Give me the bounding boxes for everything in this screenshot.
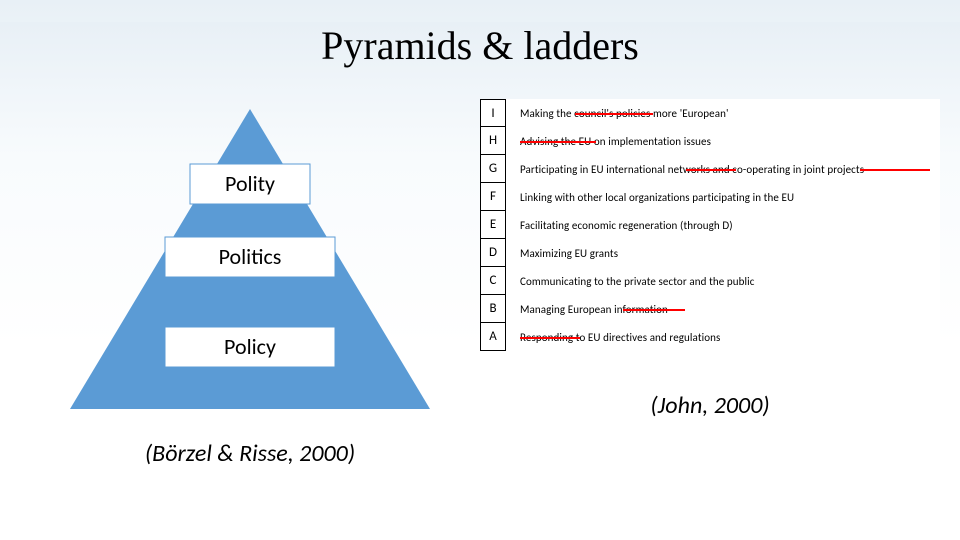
ladder-row: I Making the council's policies more 'Eur… — [480, 99, 940, 127]
red-underline — [520, 337, 580, 339]
ladder-citation: (John, 2000) — [650, 391, 769, 420]
red-underline — [520, 141, 596, 143]
ladder-letter: E — [480, 211, 506, 239]
ladder-table: I Making the council's policies more 'Eur… — [480, 99, 940, 351]
ladder-row: G Participating in EU international netwo… — [480, 155, 940, 183]
ladder-row: E Facilitating economic regeneration (thr… — [480, 211, 940, 239]
red-underline — [575, 113, 653, 115]
red-underline — [686, 169, 736, 171]
ladder-letter: C — [480, 267, 506, 295]
ladder-description: Managing European information — [520, 303, 668, 316]
ladder-description: Maximizing EU grants — [520, 247, 618, 260]
pyramid-citation: (Börzel & Risse, 2000) — [145, 439, 355, 468]
pyramid-level-3-label: Policy — [70, 333, 430, 360]
ladder-row: C Communicating to the private sector and… — [480, 267, 940, 295]
pyramid-diagram: Polity Politics Policy — [70, 109, 430, 409]
ladder-letter: G — [480, 155, 506, 183]
ladder-description: Making the council's policies more 'Euro… — [520, 107, 728, 120]
red-underline — [860, 169, 930, 171]
ladder-row: H Advising the EU on implementation issue… — [480, 127, 940, 155]
ladder-column: I Making the council's policies more 'Eur… — [470, 99, 950, 420]
ladder-row: A Responding to EU directives and regulat… — [480, 323, 940, 351]
ladder-letter: F — [480, 183, 506, 211]
ladder-row: B Managing European information — [480, 295, 940, 323]
ladder-letter: I — [480, 99, 506, 127]
ladder-row: D Maximizing EU grants — [480, 239, 940, 267]
slide-title: Pyramids & ladders — [0, 22, 960, 69]
ladder-description: Communicating to the private sector and … — [520, 275, 755, 288]
red-underline — [623, 309, 685, 311]
pyramid-column: Polity Politics Policy (Börzel & Risse, … — [40, 79, 460, 468]
ladder-letter: D — [480, 239, 506, 267]
ladder-description: Participating in EU international networ… — [520, 163, 864, 176]
pyramid-level-1-label: Polity — [70, 170, 430, 197]
ladder-letter: H — [480, 127, 506, 155]
ladder-letter: A — [480, 323, 506, 351]
ladder-row: F Linking with other local organizations … — [480, 183, 940, 211]
content-row: Polity Politics Policy (Börzel & Risse, … — [0, 69, 960, 468]
pyramid-level-2-label: Politics — [70, 243, 430, 270]
ladder-description: Facilitating economic regeneration (thro… — [520, 219, 733, 232]
ladder-description: Responding to EU directives and regulati… — [520, 331, 720, 344]
ladder-description: Advising the EU on implementation issues — [520, 135, 711, 148]
ladder-letter: B — [480, 295, 506, 323]
ladder-description: Linking with other local organizations p… — [520, 191, 794, 204]
